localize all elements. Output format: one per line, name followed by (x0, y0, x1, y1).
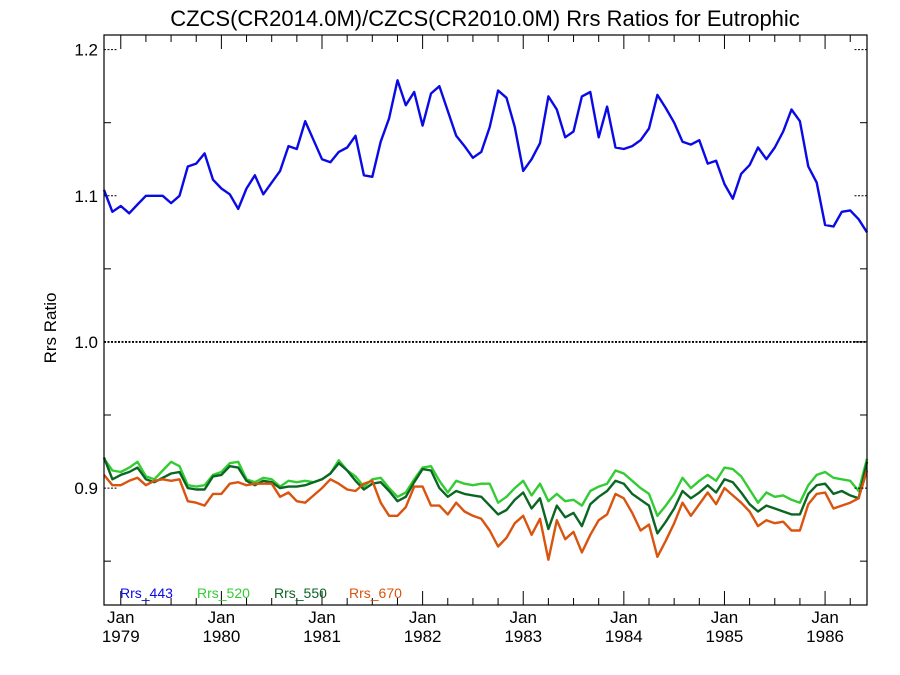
y-tick-label: 1.0 (74, 333, 98, 352)
x-tick-label-year: 1979 (102, 627, 140, 646)
legend-entry-rrs-520: Rrs_520 (197, 585, 250, 601)
y-axis-label: Rrs Ratio (41, 293, 60, 364)
series-line-rrs-520 (103, 458, 869, 517)
x-tick-label-year: 1986 (806, 627, 844, 646)
x-tick-label-month: Jan (610, 608, 637, 627)
series-group (102, 79, 869, 561)
legend-entry-rrs-550: Rrs_550 (274, 585, 327, 601)
x-tick-label-month: Jan (409, 608, 436, 627)
x-tick-label-year: 1980 (202, 627, 240, 646)
x-tick-label-year: 1984 (605, 627, 643, 646)
y-tick-label: 0.9 (74, 479, 98, 498)
x-tick-label-month: Jan (208, 608, 235, 627)
series-line-rrs-550 (102, 456, 869, 535)
y-tick-label: 1.1 (74, 187, 98, 206)
x-tick-label-year: 1982 (404, 627, 442, 646)
x-tick-label-year: 1981 (303, 627, 341, 646)
x-tick-label-month: Jan (811, 608, 838, 627)
x-tick-label-year: 1985 (706, 627, 744, 646)
legend-entry-rrs-670: Rrs_670 (349, 585, 402, 601)
y-tick-label: 1.2 (74, 41, 98, 60)
chart-title: CZCS(CR2014.0M)/CZCS(CR2010.0M) Rrs Rati… (170, 6, 800, 31)
series-line-rrs-443 (102, 79, 869, 233)
axes-group: 0.91.01.11.2Jan1979Jan1980Jan1981Jan1982… (74, 35, 867, 646)
x-tick-label-month: Jan (711, 608, 738, 627)
plot-frame (103, 34, 868, 606)
x-tick-label-year: 1983 (504, 627, 542, 646)
legend-entry-rrs-443: Rrs_443 (120, 585, 173, 601)
series-line-rrs-670 (103, 470, 869, 561)
legend: Rrs_443 Rrs_520 Rrs_550 Rrs_670 (120, 585, 402, 601)
x-tick-label-month: Jan (510, 608, 537, 627)
x-tick-label-month: Jan (308, 608, 335, 627)
x-tick-label-month: Jan (107, 608, 134, 627)
